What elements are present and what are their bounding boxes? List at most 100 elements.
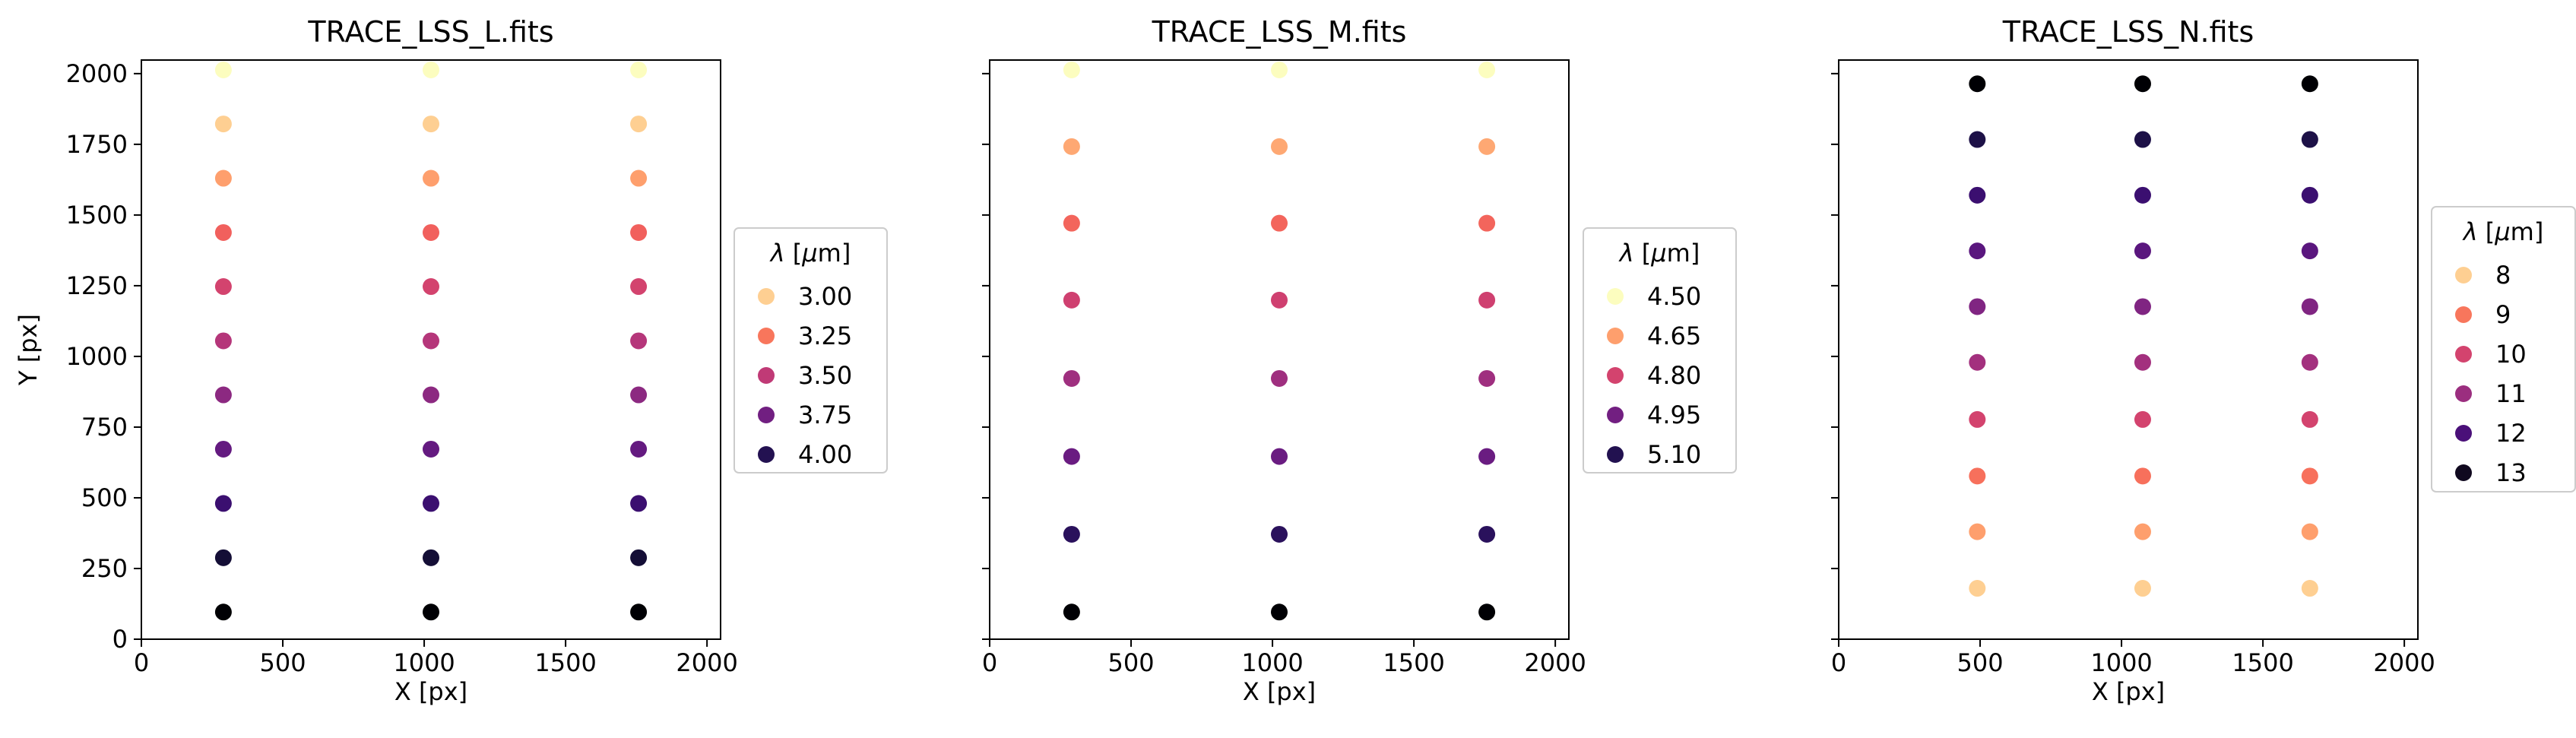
legend-label: 4.65: [1647, 321, 1701, 350]
x-axis-label: X [px]: [394, 677, 467, 706]
data-point: [1063, 525, 1080, 543]
subplot-2: TRACE_LSS_M.fits 0 500 1000 1500 2000 X [px] λ …: [982, 15, 1737, 706]
data-point: [423, 386, 439, 404]
data-point: [1271, 291, 1288, 309]
data-point: [423, 62, 439, 79]
data-point: [2301, 353, 2318, 371]
legend: λ [μm] 8 9 10 11 12 13: [2431, 206, 2576, 493]
data-point: [630, 278, 648, 296]
data-point: [1478, 448, 1496, 465]
data-point: [2301, 75, 2318, 93]
data-point: [2134, 410, 2151, 428]
data-point: [2301, 298, 2318, 315]
data-point: [1969, 523, 1986, 540]
data-point: [2301, 467, 2318, 485]
data-point: [1478, 138, 1496, 155]
legend-marker: [1607, 367, 1624, 384]
data-point: [214, 62, 232, 79]
data-point: [2301, 131, 2318, 148]
data-point: [1271, 62, 1288, 79]
data-point: [630, 495, 648, 512]
y-tick-label: 2000: [66, 59, 128, 88]
legend-label: 5.10: [1647, 440, 1701, 469]
legend-title: λ [μm]: [2462, 217, 2544, 246]
data-point: [214, 116, 232, 133]
legend-label: 9: [2495, 300, 2511, 329]
x-tick-label: 1000: [1241, 648, 1303, 677]
legend-label: 4.00: [798, 440, 852, 469]
data-point: [1478, 62, 1496, 79]
data-point: [2301, 580, 2318, 597]
data-point: [423, 223, 439, 241]
legend-label: 4.50: [1647, 282, 1701, 311]
y-axis-label: Y [px]: [14, 314, 43, 386]
data-point: [630, 169, 648, 187]
data-point: [1969, 353, 1986, 371]
y-tick-label: 750: [81, 413, 128, 442]
data-point: [2134, 467, 2151, 485]
data-point: [423, 549, 439, 566]
data-point: [1478, 369, 1496, 387]
legend-label: 3.75: [798, 401, 852, 429]
data-point: [1063, 448, 1080, 465]
data-point: [1478, 214, 1496, 232]
data-point: [2134, 580, 2151, 597]
legend-marker: [758, 367, 775, 384]
data-point: [1969, 580, 1986, 597]
data-point: [423, 278, 439, 296]
legend: λ [μm] 4.50 4.65 4.80 4.95 5.10: [1583, 227, 1737, 474]
data-point: [1478, 525, 1496, 543]
y-tick-label: 1750: [66, 130, 128, 159]
legend-label: 3.00: [798, 282, 852, 311]
legend-label: 3.50: [798, 361, 852, 390]
data-point: [1478, 291, 1496, 309]
x-tick-label: 1000: [393, 648, 455, 677]
legend-marker: [2455, 267, 2472, 283]
legend-marker: [2455, 346, 2472, 363]
data-point: [1478, 603, 1496, 621]
data-point: [1063, 291, 1080, 309]
legend-marker: [2455, 425, 2472, 442]
data-point: [2134, 298, 2151, 315]
legend-label: 4.95: [1647, 401, 1701, 429]
chart-title: TRACE_LSS_N.fits: [2002, 15, 2254, 49]
data-point: [1969, 298, 1986, 315]
legend-label: 8: [2495, 261, 2511, 290]
data-point: [2301, 410, 2318, 428]
data-point: [1969, 410, 1986, 428]
x-tick-label: 2000: [676, 648, 737, 677]
data-point: [214, 332, 232, 350]
x-tick-label: 0: [134, 648, 149, 677]
x-tick-label: 0: [982, 648, 997, 677]
legend-title: λ [μm]: [769, 239, 851, 268]
data-point: [1969, 467, 1986, 485]
y-tick-label: 250: [81, 554, 128, 583]
data-point: [214, 223, 232, 241]
legend-title: λ [μm]: [1618, 239, 1700, 268]
data-point: [2301, 242, 2318, 260]
data-point: [1969, 131, 1986, 148]
chart-title: TRACE_LSS_M.fits: [1152, 15, 1407, 49]
data-point: [423, 495, 439, 512]
data-point: [2134, 131, 2151, 148]
x-tick-label: 500: [259, 648, 306, 677]
legend-marker: [2455, 464, 2472, 481]
data-point: [1271, 448, 1288, 465]
legend-marker: [758, 446, 775, 463]
data-point: [630, 223, 648, 241]
data-point: [1271, 138, 1288, 155]
data-point: [630, 62, 648, 79]
data-point: [1969, 75, 1986, 93]
legend-marker: [1607, 328, 1624, 344]
y-tick-label: 1250: [66, 271, 128, 300]
x-tick-label: 1500: [1383, 648, 1444, 677]
data-point: [423, 603, 439, 621]
legend-marker: [2455, 385, 2472, 402]
data-point: [1063, 138, 1080, 155]
data-point: [214, 549, 232, 566]
data-point: [1063, 603, 1080, 621]
data-point: [630, 549, 648, 566]
legend-marker: [758, 407, 775, 423]
data-point: [1271, 214, 1288, 232]
data-point: [630, 386, 648, 404]
